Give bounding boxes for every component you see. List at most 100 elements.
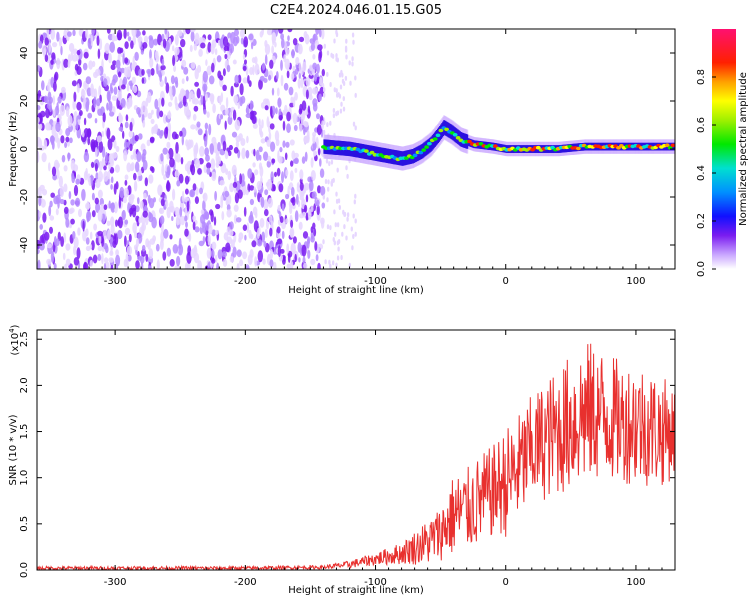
noise-cell — [332, 260, 335, 266]
noise-cell — [122, 53, 125, 65]
noise-cell — [109, 82, 113, 93]
noise-cell — [50, 251, 55, 263]
noise-cell — [247, 168, 253, 179]
noise-cell — [41, 152, 47, 163]
noise-cell — [203, 164, 207, 174]
noise-cell — [48, 205, 52, 217]
noise-cell — [276, 238, 283, 245]
noise-cell — [312, 54, 316, 60]
noise-cell — [282, 255, 286, 262]
noise-cell — [76, 101, 82, 111]
noise-cell — [236, 249, 242, 258]
noise-cell — [162, 251, 167, 261]
noise-cell — [70, 218, 75, 225]
noise-cell — [97, 209, 103, 222]
noise-cell — [304, 182, 310, 191]
noise-cell — [47, 81, 51, 93]
noise-cell — [39, 184, 45, 192]
noise-cell — [101, 157, 106, 167]
noise-cell — [308, 94, 313, 101]
noise-cell — [71, 175, 75, 184]
noise-cell — [192, 113, 197, 121]
noise-cell — [173, 65, 177, 72]
noise-cell — [348, 60, 351, 66]
noise-cell — [192, 221, 196, 231]
noise-cell — [226, 209, 232, 218]
noise-cell — [271, 158, 276, 164]
signal-cell — [535, 145, 541, 150]
noise-cell — [161, 97, 165, 107]
noise-cell — [351, 245, 354, 251]
noise-cell — [154, 50, 159, 60]
noise-cell — [49, 135, 56, 144]
noise-cell — [256, 239, 263, 247]
noise-cell — [243, 36, 249, 48]
noise-cell — [280, 74, 284, 87]
noise-cell — [141, 69, 145, 76]
noise-cell — [47, 91, 52, 101]
noise-cell — [46, 243, 52, 249]
y-tick-label: 20 — [19, 95, 30, 108]
noise-cell — [285, 141, 290, 148]
noise-cell — [137, 197, 140, 205]
noise-cell — [135, 161, 140, 173]
noise-cell — [287, 253, 291, 263]
noise-cell — [168, 86, 173, 97]
noise-cell — [304, 151, 308, 162]
noise-cell — [119, 47, 124, 53]
signal-cell — [455, 136, 461, 140]
noise-cell — [124, 174, 129, 180]
x-tick-label: -100 — [364, 577, 387, 588]
noise-cell — [150, 118, 155, 125]
noise-cell — [345, 235, 348, 241]
noise-cell — [306, 129, 310, 140]
noise-cell — [118, 196, 122, 209]
noise-cell — [264, 54, 268, 66]
noise-cell — [332, 177, 335, 183]
noise-cell — [235, 217, 242, 223]
noise-cell — [180, 38, 186, 48]
noise-cell — [189, 164, 193, 173]
noise-cell — [202, 200, 206, 212]
noise-cell — [93, 71, 98, 79]
noise-cell — [52, 42, 58, 48]
noise-cell — [44, 54, 49, 62]
noise-cell — [270, 171, 274, 182]
noise-cell — [281, 230, 285, 240]
noise-cell — [290, 219, 294, 228]
colorbar: 0.0 0.2 0.4 0.6 0.8 Normalized spectral ampl… — [696, 29, 749, 277]
noise-cell — [214, 254, 218, 263]
noise-cell — [209, 209, 214, 216]
noise-cell — [67, 115, 73, 127]
noise-cell — [237, 103, 241, 109]
noise-cell — [210, 42, 215, 55]
noise-cell — [304, 204, 308, 213]
snr-ticks: -300 -200 -100 0 100 0.0 0.5 1.0 1.5 2.0 2.5 — [19, 330, 676, 588]
noise-cell — [305, 212, 309, 221]
noise-cell — [76, 54, 79, 62]
noise-cell — [171, 216, 174, 221]
noise-cell — [45, 108, 50, 119]
noise-cell — [61, 154, 66, 163]
noise-cell — [129, 143, 133, 152]
colorbar-gradient — [712, 29, 736, 269]
noise-cell — [276, 87, 280, 97]
noise-cell — [310, 157, 314, 168]
noise-cell — [119, 186, 125, 199]
noise-cell — [167, 111, 172, 120]
noise-cell — [215, 203, 221, 210]
noise-cell — [37, 151, 40, 163]
noise-cell — [108, 52, 112, 64]
noise-cell — [292, 236, 297, 244]
noise-cell — [329, 263, 332, 269]
noise-cell — [135, 238, 140, 248]
noise-cell — [345, 165, 348, 171]
noise-cell — [301, 211, 307, 218]
noise-cell — [274, 41, 277, 48]
noise-cell — [220, 92, 224, 103]
noise-cell — [303, 262, 308, 269]
noise-cell — [275, 107, 278, 115]
spectrogram-noise — [37, 29, 357, 269]
noise-cell — [190, 124, 196, 130]
noise-cell — [199, 187, 203, 195]
